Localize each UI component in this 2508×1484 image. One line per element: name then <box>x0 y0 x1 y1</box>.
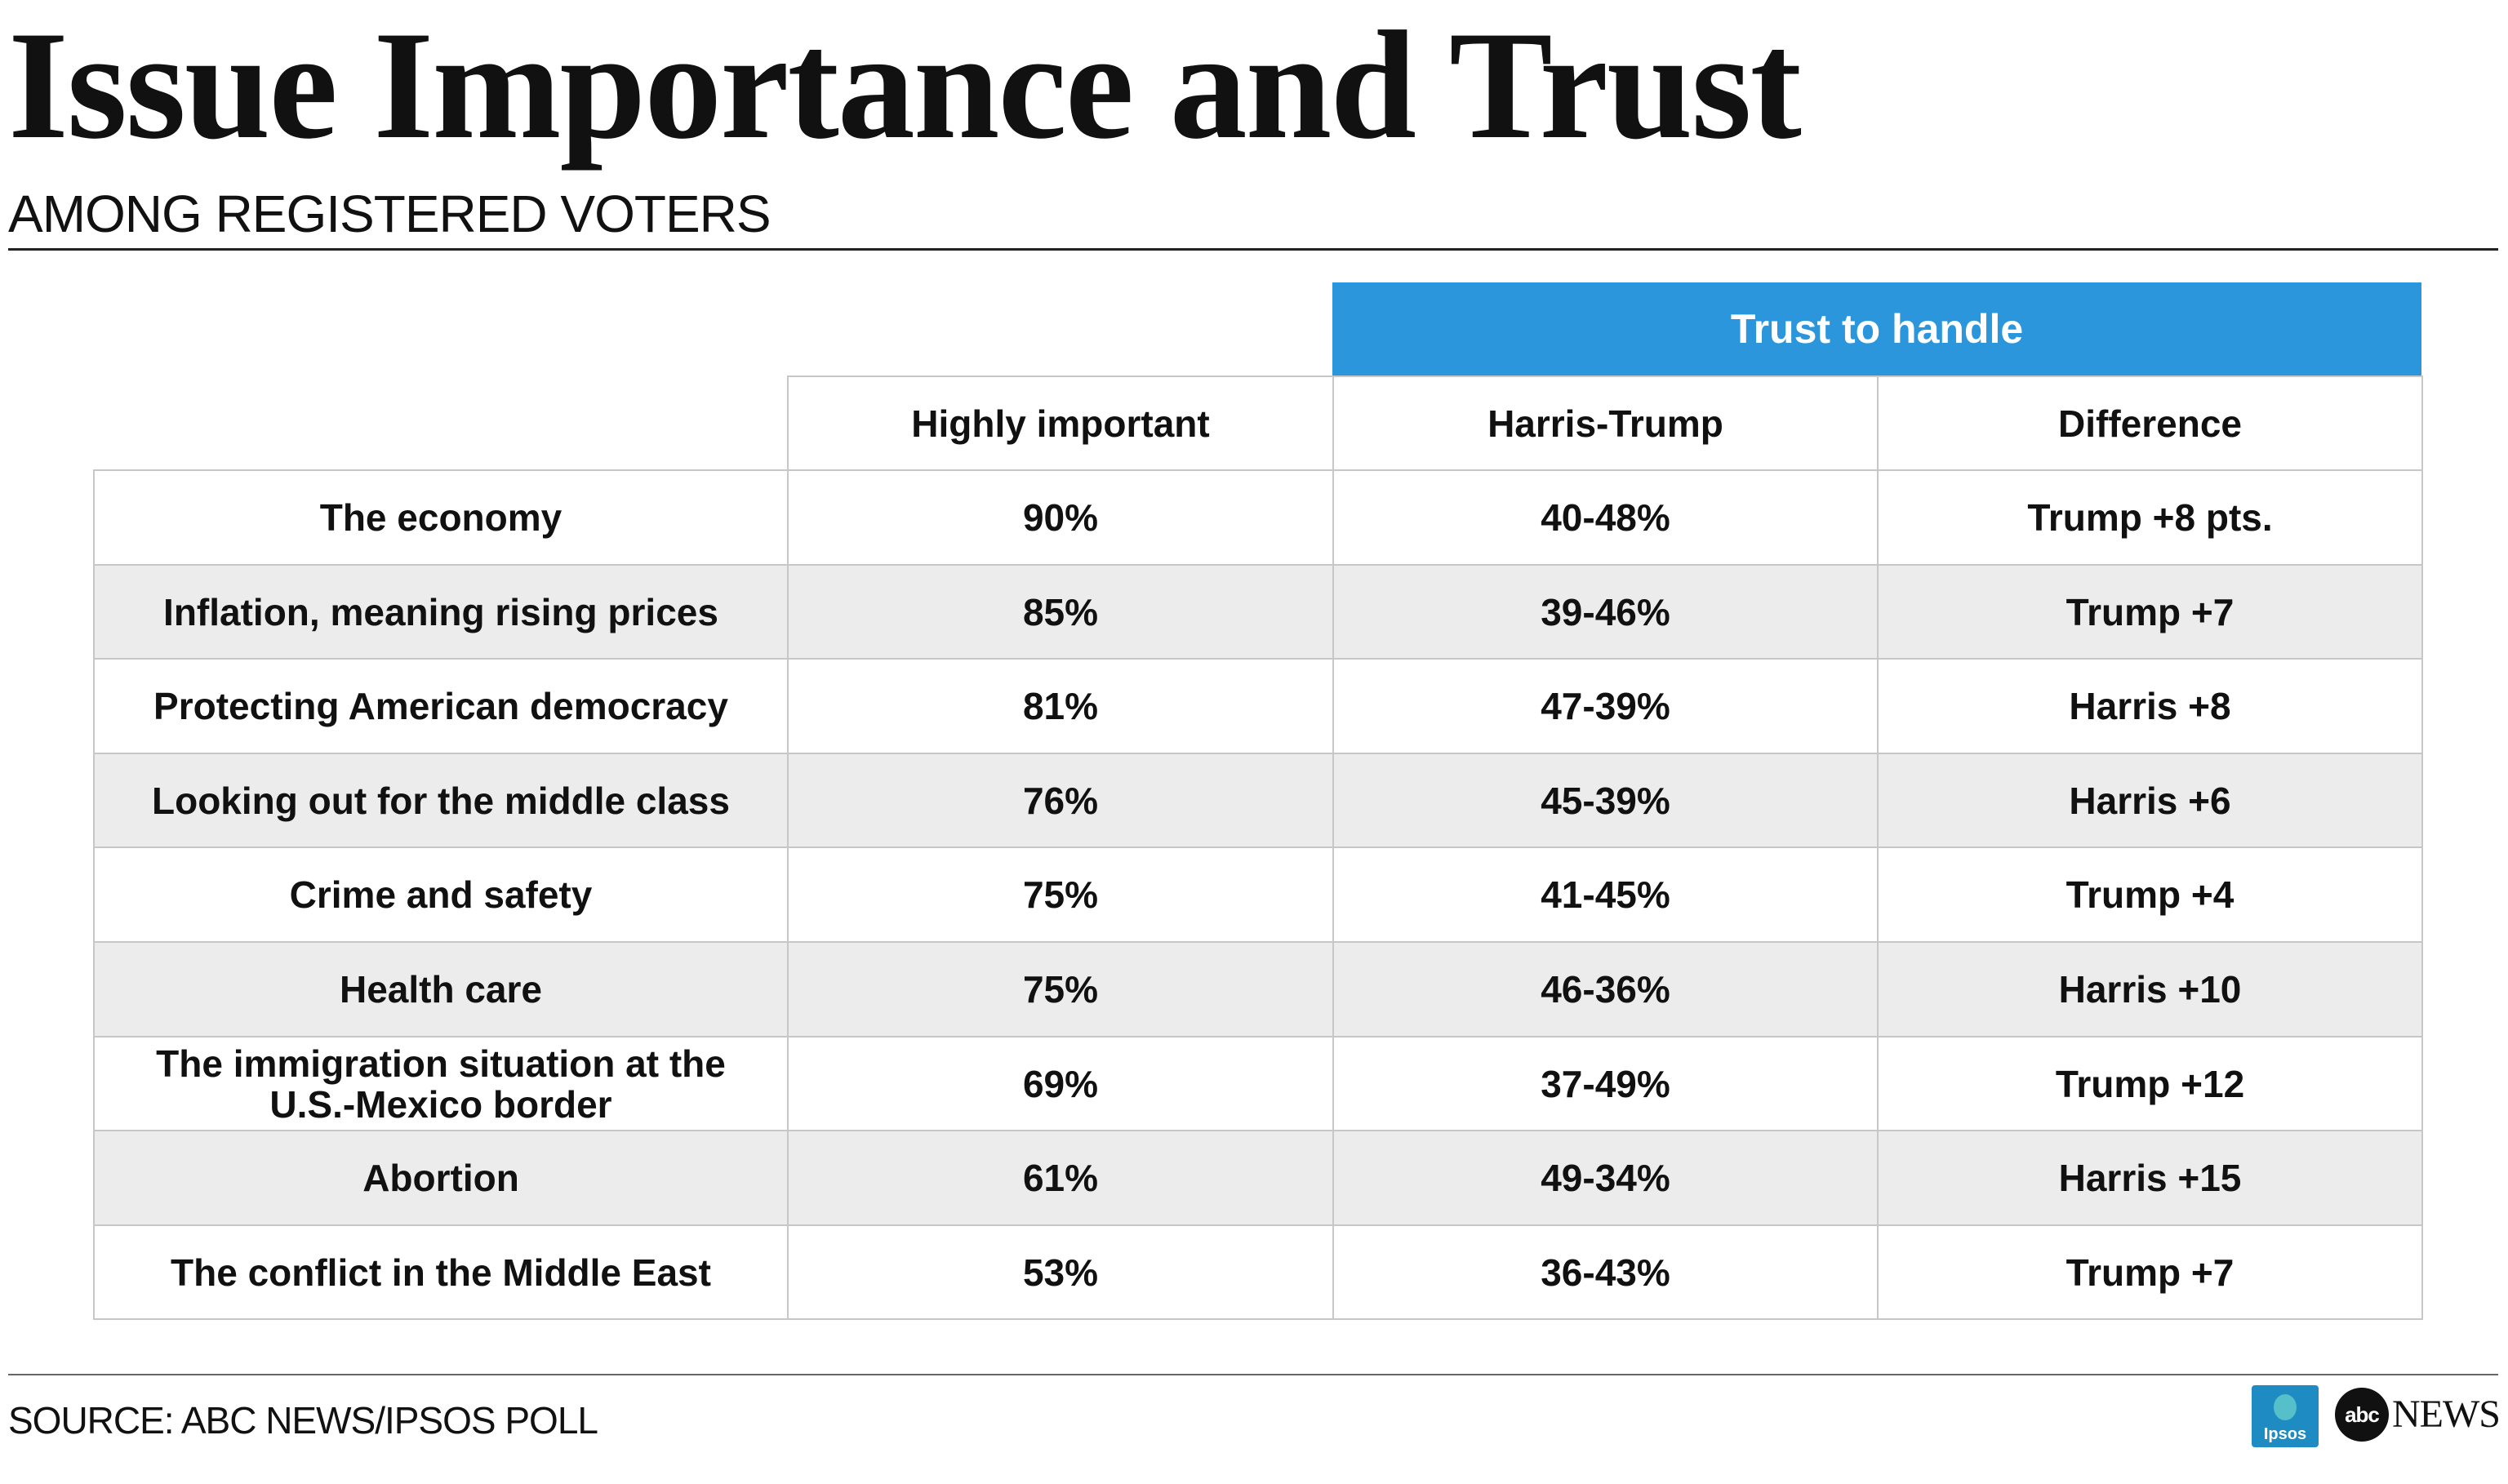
row-issue-label: The economy <box>93 469 789 566</box>
column-header-difference: Difference <box>1877 375 2423 471</box>
row-issue-label: Inflation, meaning rising prices <box>93 564 789 660</box>
row-harris-trump-value: 47-39% <box>1332 658 1879 754</box>
row-highly-important-value: 75% <box>787 846 1334 943</box>
row-difference-value: Harris +10 <box>1877 941 2423 1037</box>
row-difference-value: Trump +7 <box>1877 1224 2423 1320</box>
row-highly-important-value: 61% <box>787 1130 1334 1226</box>
row-highly-important-value: 81% <box>787 658 1334 754</box>
row-highly-important-value: 53% <box>787 1224 1334 1320</box>
row-issue-label: Looking out for the middle class <box>93 753 789 848</box>
row-highly-important-value: 90% <box>787 469 1334 566</box>
row-harris-trump-value: 36-43% <box>1332 1224 1879 1320</box>
abc-news-wordmark: NEWS <box>2392 1393 2501 1436</box>
row-harris-trump-value: 37-49% <box>1332 1036 1879 1131</box>
ipsos-logo-mark <box>2274 1394 2297 1420</box>
top-divider <box>8 248 2498 251</box>
row-harris-trump-value: 39-46% <box>1332 564 1879 660</box>
row-difference-value: Harris +15 <box>1877 1130 2423 1226</box>
row-issue-label: Protecting American democracy <box>93 658 789 754</box>
source-note: SOURCE: ABC NEWS/IPSOS POLL <box>8 1399 598 1442</box>
row-highly-important-value: 76% <box>787 753 1334 848</box>
row-difference-value: Harris +8 <box>1877 658 2423 754</box>
row-issue-label: Crime and safety <box>93 846 789 943</box>
ipsos-logo-text: Ipsos <box>2263 1425 2307 1443</box>
row-difference-value: Trump +12 <box>1877 1036 2423 1131</box>
row-highly-important-value: 85% <box>787 564 1334 660</box>
row-harris-trump-value: 40-48% <box>1332 469 1879 566</box>
row-harris-trump-value: 41-45% <box>1332 846 1879 943</box>
row-issue-label: Abortion <box>93 1130 789 1226</box>
row-harris-trump-value: 46-36% <box>1332 941 1879 1037</box>
page-title: Issue Importance and Trust <box>8 0 1802 171</box>
row-issue-label: The immigration situation at the U.S.-Me… <box>93 1036 789 1131</box>
bottom-divider <box>8 1374 2498 1375</box>
row-highly-important-value: 75% <box>787 941 1334 1037</box>
row-issue-label: The conflict in the Middle East <box>93 1224 789 1320</box>
row-difference-value: Trump +8 pts. <box>1877 469 2423 566</box>
ipsos-logo: Ipsos <box>2252 1385 2319 1447</box>
row-highly-important-value: 69% <box>787 1036 1334 1131</box>
row-harris-trump-value: 49-34% <box>1332 1130 1879 1226</box>
column-header-highly-important: Highly important <box>787 375 1334 471</box>
row-difference-value: Trump +4 <box>1877 846 2423 943</box>
trust-to-handle-header: Trust to handle <box>1332 282 2421 375</box>
row-harris-trump-value: 45-39% <box>1332 753 1879 848</box>
abc-logo: abc <box>2335 1388 2389 1442</box>
row-difference-value: Trump +7 <box>1877 564 2423 660</box>
page-subtitle: AMONG REGISTERED VOTERS <box>8 184 772 243</box>
column-header-harris-trump: Harris-Trump <box>1332 375 1879 471</box>
row-difference-value: Harris +6 <box>1877 753 2423 848</box>
row-issue-label: Health care <box>93 941 789 1037</box>
